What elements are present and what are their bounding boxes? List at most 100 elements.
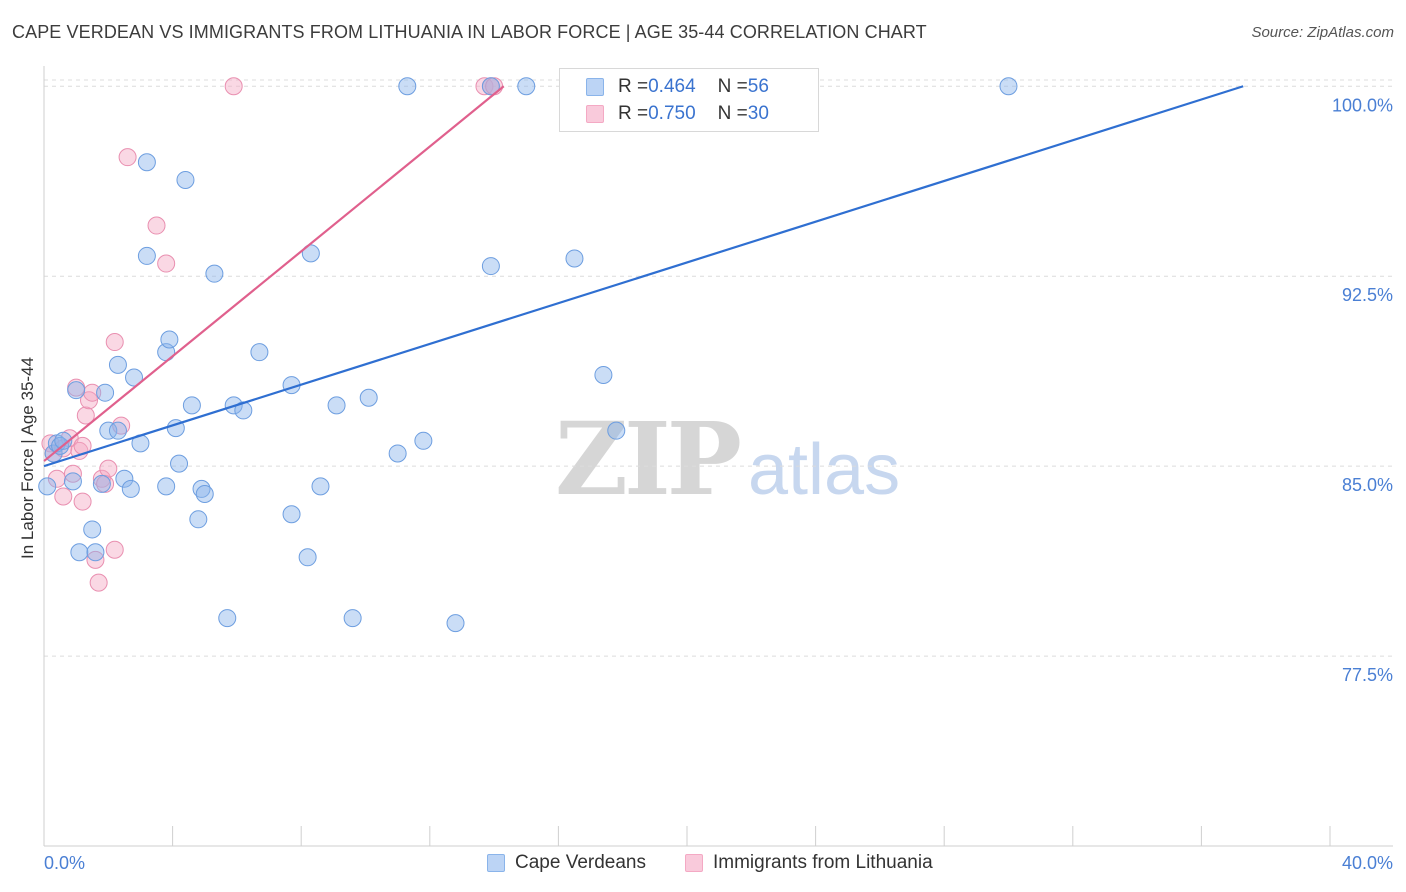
cape-verdean-point bbox=[121, 479, 140, 498]
lithuania-point bbox=[73, 492, 92, 511]
lithuania-trend-line bbox=[43, 85, 505, 462]
cape-verdean-point bbox=[298, 548, 317, 567]
legend-n-label: N = bbox=[717, 76, 748, 97]
lithuania-point bbox=[157, 254, 176, 273]
cape-verdean-point bbox=[54, 431, 73, 450]
cape-verdean-point bbox=[446, 614, 465, 633]
cape-verdean-point bbox=[67, 381, 86, 400]
cape-verdean-point bbox=[108, 355, 127, 374]
cape-verdean-point bbox=[70, 543, 89, 562]
y-tick-label: 77.5% bbox=[1342, 665, 1393, 685]
cape-verdean-point bbox=[481, 257, 500, 276]
cape-verdean-point bbox=[311, 477, 330, 496]
cape-verdean-point bbox=[170, 454, 189, 473]
cape-verdean-point bbox=[343, 609, 362, 628]
cape-verdean-points bbox=[38, 77, 1018, 633]
x-tick-labels: 0.0% 40.0% bbox=[44, 853, 1393, 873]
cape-verdean-point bbox=[481, 77, 500, 96]
cape-verdean-point bbox=[176, 170, 195, 189]
y-tick-label: 92.5% bbox=[1342, 285, 1393, 305]
series-swatch-pink bbox=[685, 854, 703, 872]
legend-swatch-pink bbox=[586, 105, 604, 123]
lithuania-points bbox=[41, 77, 504, 592]
lithuania-point bbox=[475, 77, 494, 96]
legend-r-label: R = bbox=[618, 103, 649, 124]
cape-verdean-point bbox=[160, 330, 179, 349]
cape-verdean-point bbox=[189, 510, 208, 529]
cape-verdean-point bbox=[607, 421, 626, 440]
legend-swatch-blue bbox=[586, 78, 604, 96]
cape-verdean-point bbox=[96, 383, 115, 402]
trend-lines bbox=[43, 85, 1244, 468]
legend-r-label: R = bbox=[618, 76, 649, 97]
legend-n-label: N = bbox=[717, 103, 748, 124]
cape-verdean-point bbox=[282, 505, 301, 524]
cape-verdean-point bbox=[86, 543, 105, 562]
cape-verdean-point bbox=[63, 472, 82, 491]
axes bbox=[43, 66, 1393, 847]
legend-r-value: 0.464 bbox=[648, 76, 696, 97]
lithuania-point bbox=[89, 573, 108, 592]
series-swatch-blue bbox=[487, 854, 505, 872]
x-tick-label: 0.0% bbox=[44, 853, 85, 873]
lithuania-point bbox=[54, 487, 73, 506]
series-legend-cape-verdeans: Cape Verdeans bbox=[487, 852, 646, 874]
lithuania-point bbox=[47, 469, 66, 488]
series-legend-label: Immigrants from Lithuania bbox=[713, 852, 933, 873]
grid-lines bbox=[44, 79, 1393, 657]
cape-verdean-point bbox=[205, 264, 224, 283]
y-tick-label: 100.0% bbox=[1332, 95, 1393, 115]
series-legend-label: Cape Verdeans bbox=[515, 852, 646, 873]
cape-verdean-point bbox=[999, 77, 1018, 96]
cape-verdean-point bbox=[182, 396, 201, 415]
cape-verdean-point bbox=[108, 421, 127, 440]
cape-verdean-point bbox=[157, 477, 176, 496]
source-credit: Source: ZipAtlas.com bbox=[1251, 24, 1394, 41]
series-legend: Cape Verdeans Immigrants from Lithuania bbox=[0, 852, 1406, 878]
cape-verdean-point bbox=[414, 431, 433, 450]
y-tick-labels: 77.5% 85.0% 92.5% 100.0% bbox=[1332, 95, 1393, 685]
lithuania-point bbox=[118, 148, 137, 167]
cape-verdean-trend-line bbox=[43, 85, 1244, 468]
lithuania-point bbox=[147, 216, 166, 235]
correlation-legend: R = 0.464 N = 56 R = 0.750 N = 30 bbox=[559, 68, 819, 132]
lithuania-point bbox=[224, 77, 243, 96]
cape-verdean-point bbox=[359, 388, 378, 407]
cape-verdean-point bbox=[195, 484, 214, 503]
lithuania-point bbox=[76, 406, 95, 425]
cape-verdean-point bbox=[115, 469, 134, 488]
cape-verdean-point bbox=[218, 609, 237, 628]
lithuania-point bbox=[105, 333, 124, 352]
legend-row-cape-verdeans: R = 0.464 N = 56 bbox=[586, 76, 769, 98]
cape-verdean-point bbox=[250, 343, 269, 362]
cape-verdean-point bbox=[137, 153, 156, 172]
lithuania-point bbox=[99, 459, 118, 478]
cape-verdean-point bbox=[83, 520, 102, 539]
lithuania-point bbox=[92, 469, 111, 488]
chart-title: CAPE VERDEAN VS IMMIGRANTS FROM LITHUANI… bbox=[12, 22, 927, 42]
y-tick-label: 85.0% bbox=[1342, 475, 1393, 495]
lithuania-point bbox=[83, 383, 102, 402]
cape-verdean-point bbox=[388, 444, 407, 463]
series-legend-lithuania: Immigrants from Lithuania bbox=[685, 852, 933, 874]
cape-verdean-point bbox=[565, 249, 584, 268]
cape-verdean-point bbox=[137, 246, 156, 265]
legend-r-value: 0.750 bbox=[648, 103, 696, 124]
legend-row-lithuania: R = 0.750 N = 30 bbox=[586, 103, 769, 125]
lithuania-point bbox=[86, 550, 105, 569]
cape-verdean-point bbox=[92, 474, 111, 493]
cape-verdean-point bbox=[517, 77, 536, 96]
x-tick-label: 40.0% bbox=[1342, 853, 1393, 873]
cape-verdean-point bbox=[192, 479, 211, 498]
legend-n-value: 56 bbox=[747, 76, 769, 97]
lithuania-point bbox=[63, 464, 82, 483]
legend-n-value: 30 bbox=[747, 103, 769, 124]
cape-verdean-point bbox=[594, 365, 613, 384]
cape-verdean-point bbox=[327, 396, 346, 415]
cape-verdean-point bbox=[125, 368, 144, 387]
lithuania-point bbox=[105, 540, 124, 559]
cape-verdean-point bbox=[99, 421, 118, 440]
cape-verdean-point bbox=[38, 477, 57, 496]
cape-verdean-point bbox=[398, 77, 417, 96]
